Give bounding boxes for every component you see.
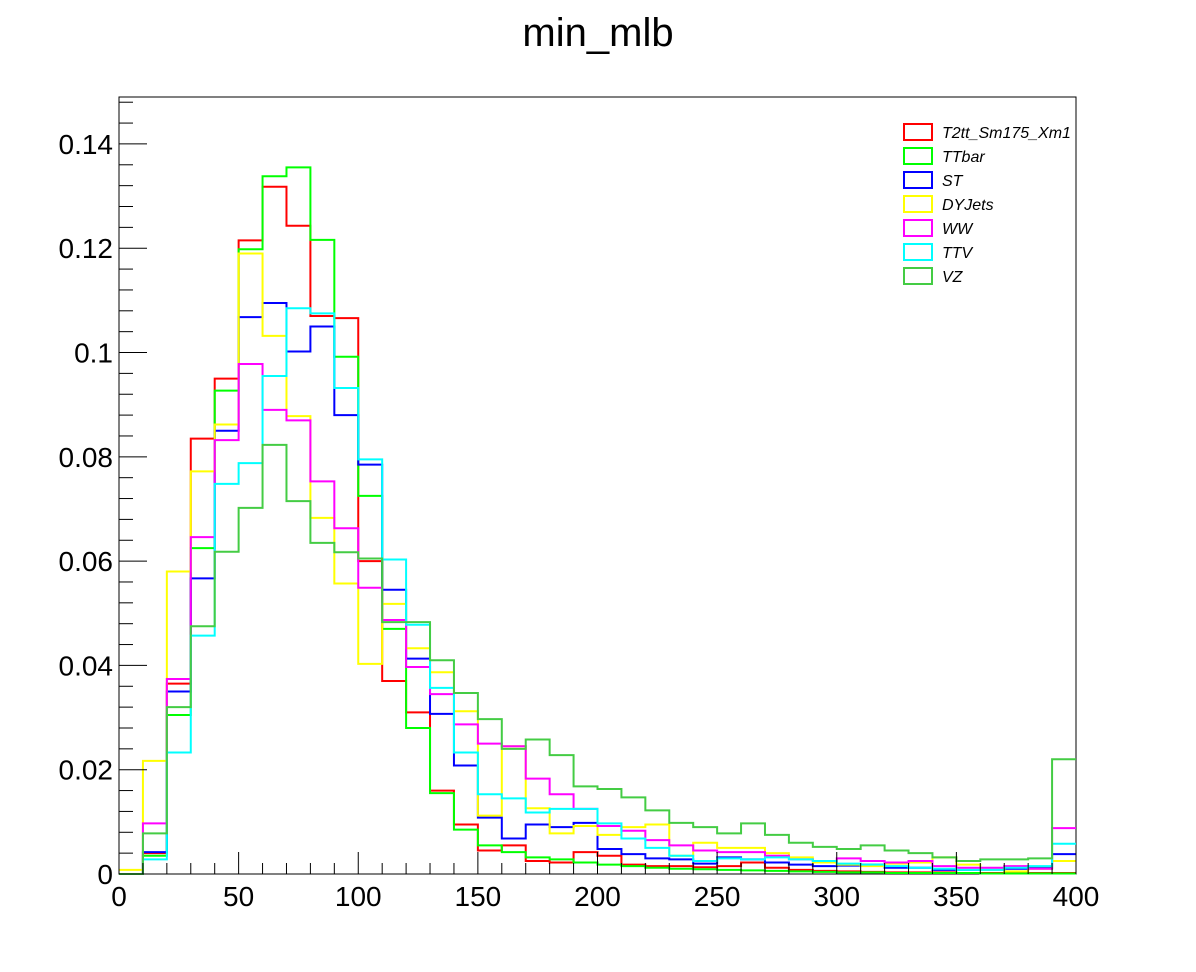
y-tick-label: 0.04 [59, 650, 114, 681]
legend-background [896, 112, 1074, 292]
legend-label: TTbar [942, 149, 985, 166]
legend-label: T2tt_Sm175_Xm1 [942, 125, 1071, 142]
legend-label: VZ [942, 269, 964, 286]
x-tick-label: 300 [813, 881, 860, 912]
y-tick-label: 0.12 [59, 233, 114, 264]
y-tick-label: 0.06 [59, 546, 114, 577]
series-line-vz [119, 443, 1076, 875]
legend-label: DYJets [942, 197, 994, 214]
legend-swatch [903, 243, 933, 261]
legend-label: ST [942, 173, 964, 190]
x-tick-label: 250 [694, 881, 741, 912]
legend: T2tt_Sm175_Xm1 TTbar ST DYJets WW TTV VZ [896, 112, 1074, 292]
y-tick-label: 0.08 [59, 442, 114, 473]
legend-swatch [903, 123, 933, 141]
x-tick-label: 0 [111, 881, 127, 912]
y-tick-label: 0.02 [59, 755, 114, 786]
legend-swatch [903, 195, 933, 213]
legend-swatch [903, 147, 933, 165]
legend-swatch [903, 267, 933, 285]
chart-title: min_mlb [522, 11, 673, 55]
y-tick-label: 0.14 [59, 129, 114, 160]
legend-label: WW [942, 221, 974, 238]
x-tick-label: 200 [574, 881, 621, 912]
y-tick-label: 0 [97, 859, 113, 890]
series-line-dyjets [119, 252, 1076, 873]
x-tick-label: 150 [455, 881, 502, 912]
legend-label: TTV [942, 245, 974, 262]
legend-swatch [903, 219, 933, 237]
axes-group: 0 50 100 150 200 250 300 350 400 0 0.02 0.04 0.06 0.0… [59, 101, 1100, 912]
y-tick-label: 0.1 [74, 338, 113, 369]
legend-swatch [903, 171, 933, 189]
x-tick-label: 400 [1053, 881, 1100, 912]
x-tick-label: 100 [335, 881, 382, 912]
x-tick-label: 50 [223, 881, 254, 912]
x-tick-label: 350 [933, 881, 980, 912]
